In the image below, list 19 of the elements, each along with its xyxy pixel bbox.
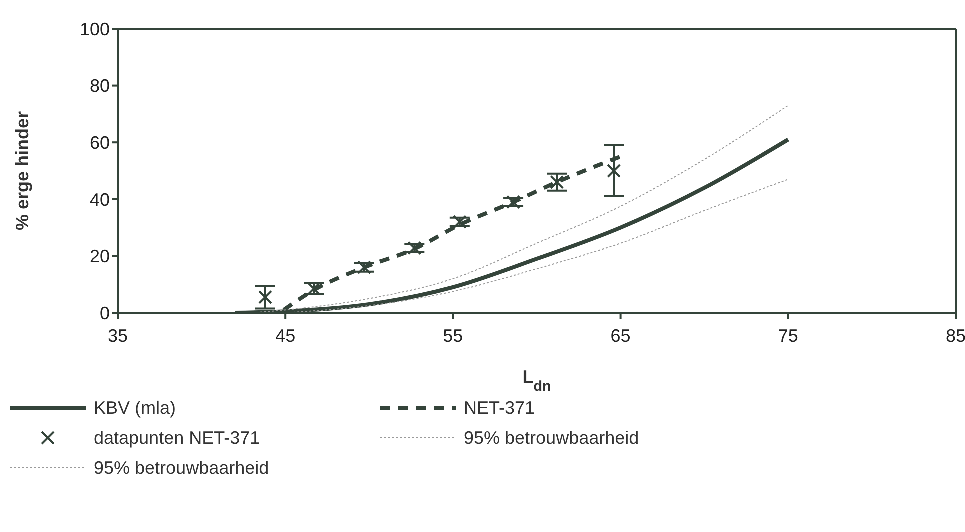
x-tick-label: 85 <box>946 326 965 346</box>
x-axis-title: L$_{dn}$ <box>522 367 552 395</box>
legend-label: datapunten NET-371 <box>94 428 260 448</box>
x-tick-label: 35 <box>108 326 128 346</box>
y-tick-label: 20 <box>90 246 110 267</box>
y-tick-label: 100 <box>80 19 110 40</box>
y-tick-label: 60 <box>90 132 110 153</box>
legend-label: 95% betrouwbaarheid <box>464 428 640 448</box>
x-tick-label: 75 <box>778 326 798 346</box>
legend-label: 95% betrouwbaarheid <box>94 458 270 478</box>
y-tick-label: 80 <box>90 76 110 96</box>
legend-label: KBV (mla) <box>94 398 176 418</box>
x-tick-label: 65 <box>610 326 631 346</box>
y-tick-label: 40 <box>90 190 110 210</box>
x-tick-label: 55 <box>443 326 464 346</box>
y-tick-label: 0 <box>100 303 110 324</box>
x-tick-label: 45 <box>276 326 296 346</box>
legend-label: NET-371 <box>464 398 536 418</box>
y-axis-title: % erge hinder <box>12 111 32 231</box>
